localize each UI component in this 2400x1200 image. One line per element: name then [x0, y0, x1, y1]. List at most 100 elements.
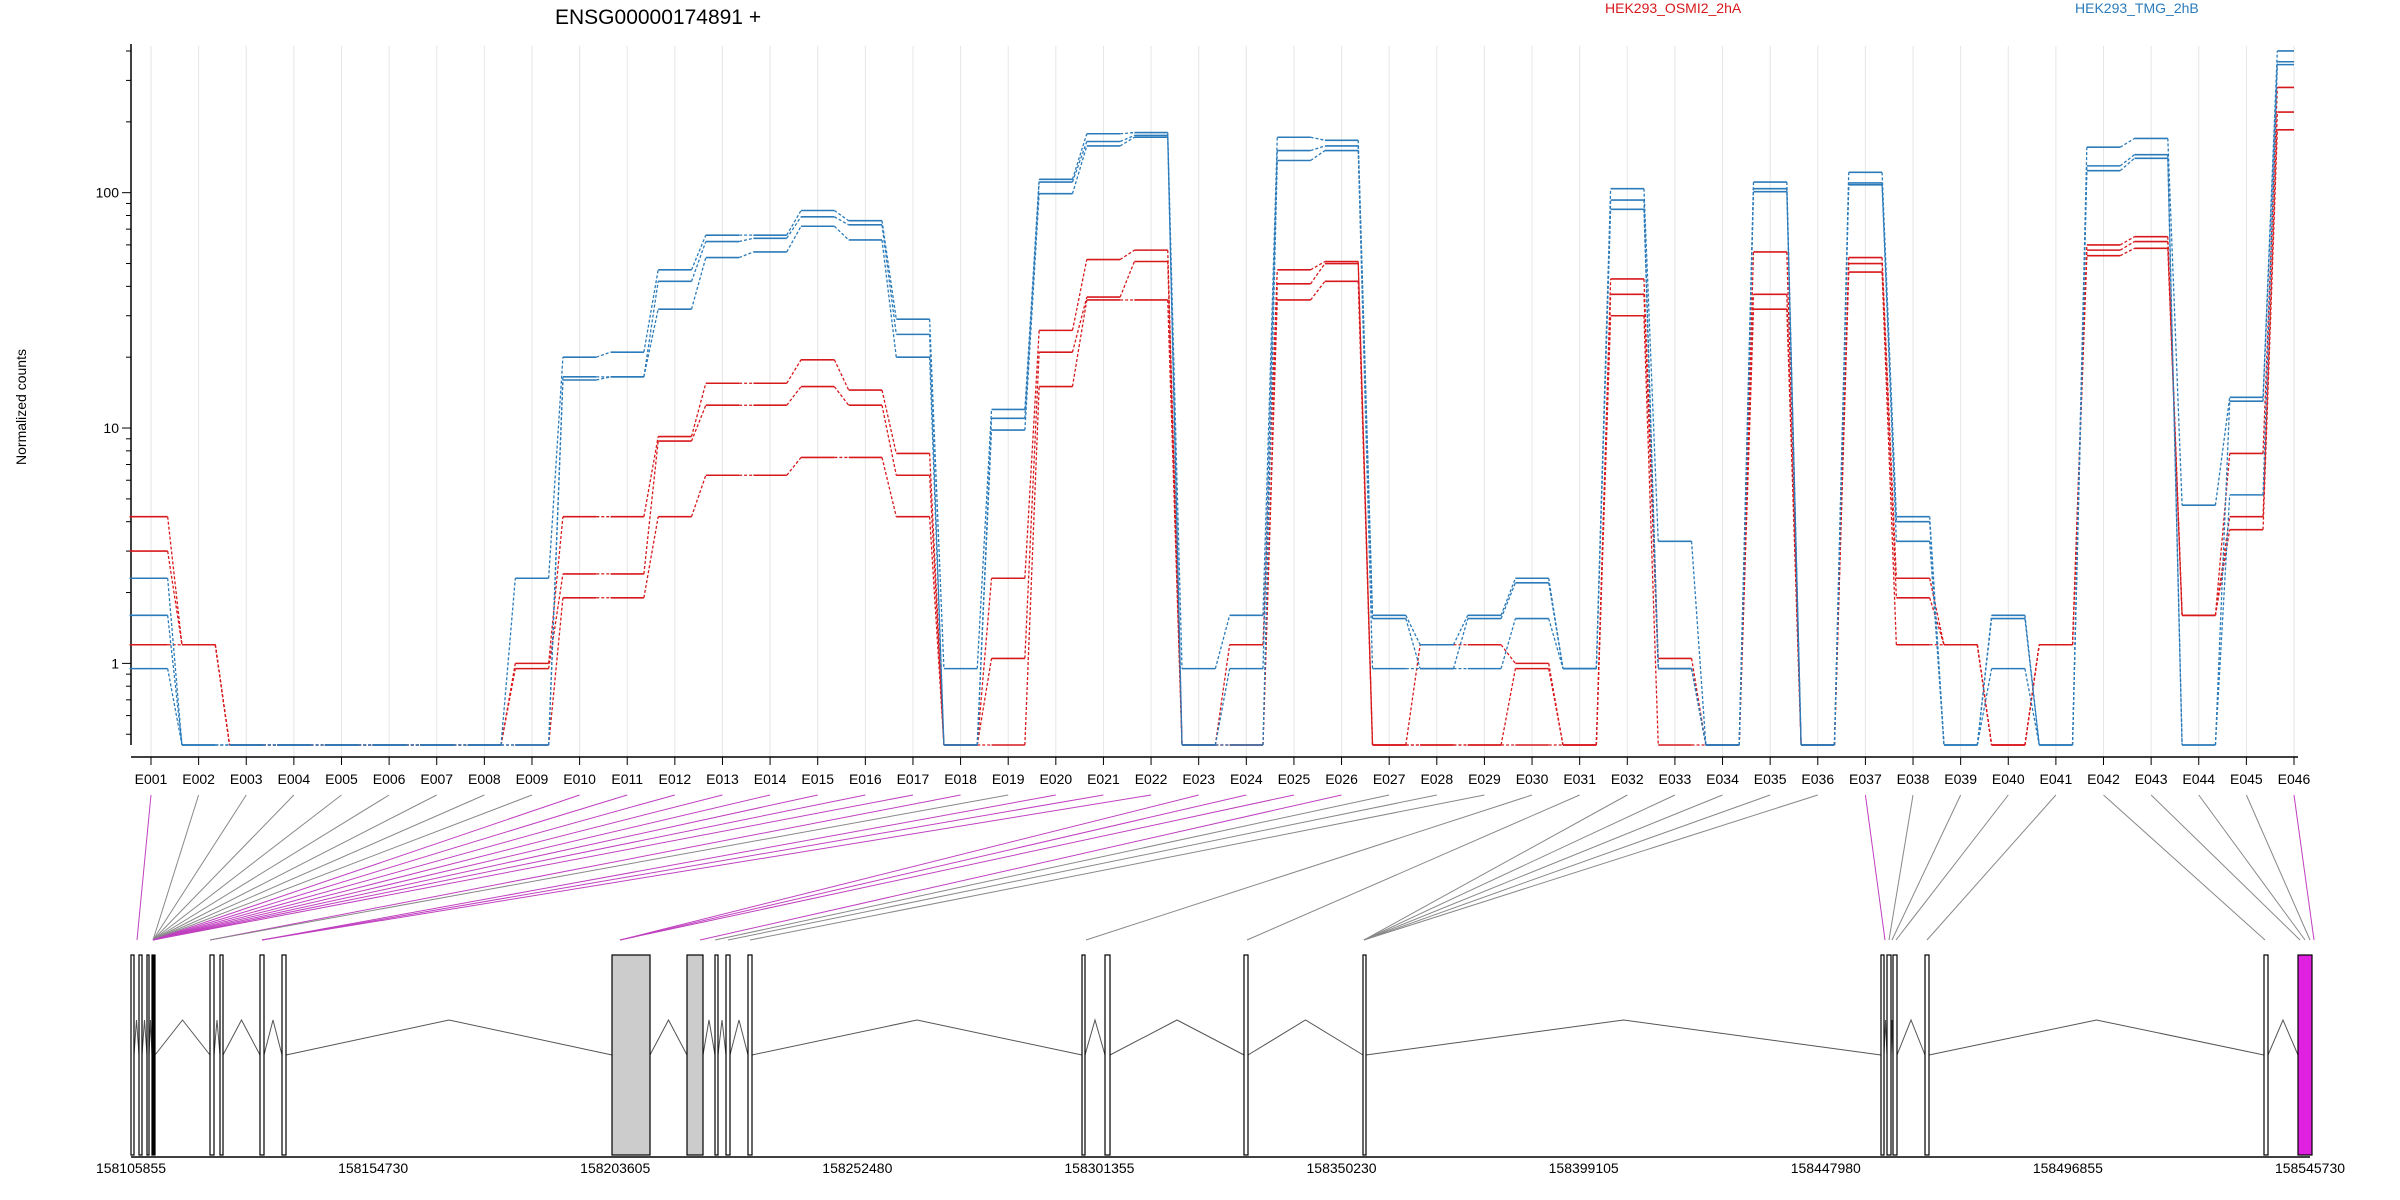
exon-tick-label: E037: [1849, 771, 1882, 787]
y-tick-label: 100: [96, 185, 120, 201]
series-join: [1976, 644, 1993, 746]
series-join: [1548, 582, 1564, 669]
series-join: [1071, 296, 1088, 353]
exon-connector: [152, 794, 628, 941]
series-join: [2214, 453, 2231, 616]
series-join: [881, 239, 897, 358]
exon-connector: [1363, 794, 1676, 941]
exon-box: [138, 954, 143, 1156]
exon-connector: [152, 794, 485, 941]
series-join: [643, 516, 659, 598]
exon-connector: [152, 794, 295, 941]
exon-connector: [261, 794, 1056, 941]
exon-tick-label: E029: [1468, 771, 1501, 787]
gene-model: [130, 954, 2313, 1156]
y-axis: 1 10 100: [96, 44, 132, 745]
series-join: [928, 475, 945, 746]
exon-connector: [209, 794, 1009, 941]
series-join: [786, 216, 802, 239]
series-join: [976, 409, 993, 669]
series-join: [1500, 618, 1517, 669]
exon-box: [747, 954, 753, 1156]
series-join: [167, 668, 183, 746]
exon-connector: [136, 794, 152, 941]
exon-connector: [1363, 794, 1723, 941]
series-join: [2119, 236, 2135, 246]
series-join: [1310, 145, 1326, 152]
series-join: [1929, 578, 1945, 645]
series-join: [1357, 281, 1374, 746]
exon-box: [611, 954, 651, 1156]
exon-connector: [2150, 794, 2301, 941]
exon-tick-label: E035: [1754, 771, 1787, 787]
exon-tick-label: E012: [658, 771, 691, 787]
intron: [154, 1019, 211, 1056]
intron: [222, 1018, 261, 1056]
series-join: [547, 357, 564, 579]
exon-connector: [152, 794, 818, 941]
exon-connector: [619, 794, 1199, 941]
intron: [751, 1019, 1083, 1056]
exon-connector: [152, 794, 247, 941]
series-join: [1881, 272, 1898, 645]
series-join: [1929, 541, 1945, 746]
series-join: [1405, 615, 1421, 646]
series-join: [596, 376, 611, 381]
exon-connector: [152, 794, 390, 941]
series-join: [976, 578, 993, 746]
series-join: [167, 516, 183, 645]
series-join: [2214, 401, 2231, 746]
exon-connector: [152, 794, 533, 941]
exon-tick-label: E036: [1801, 771, 1834, 787]
genomic-tick-label: 158496855: [2033, 1160, 2103, 1176]
series-join: [834, 209, 850, 222]
exon-tick-label: E042: [2087, 771, 2120, 787]
series-join: [500, 668, 516, 746]
series-join: [1214, 668, 1231, 746]
intron: [1247, 1019, 1364, 1056]
series-join: [1881, 257, 1898, 579]
intron: [1365, 1019, 1882, 1056]
series-join: [1167, 132, 1183, 669]
legend-label-osmi2: HEK293_OSMI2_2hA: [1605, 0, 1742, 16]
series-join: [1881, 182, 1898, 522]
exon-tick-label: E039: [1944, 771, 1977, 787]
exon-tick-label: E014: [754, 771, 787, 787]
series-join: [547, 597, 564, 746]
series-join: [1643, 209, 1659, 669]
series-join: [1262, 150, 1278, 669]
series-join: [928, 516, 945, 746]
series-join: [2119, 247, 2135, 257]
exon-box: [1892, 954, 1898, 1156]
series-join: [1071, 133, 1088, 180]
exon-connector: [1246, 794, 1580, 941]
exon-tick-label: E010: [563, 771, 596, 787]
series-join: [1119, 136, 1135, 147]
series-join: [1500, 668, 1517, 746]
series-join: [2262, 64, 2278, 495]
exon-tick-label: E021: [1087, 771, 1120, 787]
genomic-tick-label: 158545730: [2275, 1160, 2345, 1176]
series-join: [2119, 137, 2135, 148]
series-join: [1500, 644, 1516, 664]
exon-tick-label: E001: [135, 771, 168, 787]
series-join: [1690, 668, 1707, 746]
exon-tick-label: E013: [706, 771, 739, 787]
exon-tick-label: E027: [1373, 771, 1406, 787]
series-join: [1500, 578, 1516, 616]
series-join: [2119, 154, 2135, 167]
exon-tick-label: E045: [2230, 771, 2263, 787]
exon-tick-label: E004: [278, 771, 311, 787]
series-join: [596, 351, 611, 358]
exon-tick-label: E046: [2278, 771, 2311, 787]
exon-connector: [749, 794, 1485, 941]
series-join: [1024, 352, 1040, 659]
series-join: [1690, 658, 1707, 746]
exon-connector: [699, 794, 1342, 941]
series-join: [1310, 263, 1326, 285]
series-HEK293_TMG_2hB-4: [129, 60, 2294, 746]
series-join: [690, 383, 707, 437]
intron: [133, 1019, 140, 1056]
exon-tick-label: E019: [992, 771, 1025, 787]
series-join: [1881, 184, 1898, 542]
